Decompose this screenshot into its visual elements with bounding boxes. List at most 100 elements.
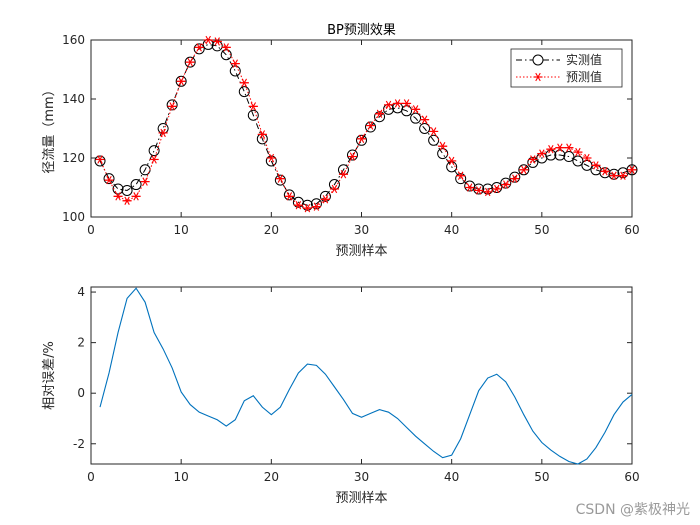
data-point xyxy=(473,183,485,195)
data-point xyxy=(293,201,303,210)
data-point xyxy=(365,121,377,133)
data-point xyxy=(384,100,394,110)
x-tick-label: 30 xyxy=(354,470,369,484)
data-point xyxy=(193,43,205,55)
y-axis-label: 径流量（mm） xyxy=(42,83,57,173)
data-point xyxy=(537,149,547,158)
data-point xyxy=(608,168,620,180)
data-point xyxy=(573,147,583,157)
data-point xyxy=(564,143,574,152)
data-point xyxy=(302,203,312,213)
chart-relative-error: 0 10 20 30 40 50 60 -2 0 2 4 预测样本 相对误差/% xyxy=(42,285,640,506)
x-tick-label: 60 xyxy=(624,223,639,237)
x-tick-label: 50 xyxy=(534,223,549,237)
data-point xyxy=(284,192,294,201)
data-point xyxy=(366,121,376,130)
data-point xyxy=(113,192,123,201)
data-point xyxy=(483,187,493,197)
data-point xyxy=(438,142,448,151)
data-point xyxy=(591,161,601,170)
data-point xyxy=(257,130,267,139)
chart-title: BP预测效果 xyxy=(327,23,396,38)
data-point xyxy=(131,192,141,201)
y-tick-label: 160 xyxy=(62,33,85,47)
legend-box xyxy=(510,48,623,88)
data-point xyxy=(149,155,159,164)
x-tick-label: 10 xyxy=(174,223,189,237)
data-point xyxy=(166,99,178,111)
data-point xyxy=(410,112,422,124)
x-axis-label: 预测样本 xyxy=(335,244,387,259)
data-point xyxy=(518,164,530,176)
data-point xyxy=(185,57,195,67)
data-point xyxy=(230,59,240,68)
data-point xyxy=(175,75,187,87)
x-tick-label: 50 xyxy=(534,470,549,484)
data-point xyxy=(274,174,286,186)
data-point xyxy=(491,182,503,193)
legend-marker xyxy=(533,72,543,82)
data-point xyxy=(456,171,466,180)
data-point xyxy=(239,78,249,87)
data-point xyxy=(265,155,277,167)
data-point xyxy=(429,127,439,136)
data-point xyxy=(572,155,584,167)
data-point xyxy=(509,171,521,183)
data-point xyxy=(411,105,421,114)
legend-label: 预测值 xyxy=(566,69,602,84)
data-point xyxy=(501,180,511,189)
data-point xyxy=(346,149,358,161)
data-point xyxy=(492,184,502,194)
data-point xyxy=(176,77,186,86)
data-point xyxy=(626,164,638,176)
data-point xyxy=(266,153,276,163)
y-tick-label: 2 xyxy=(77,336,85,350)
data-point xyxy=(419,123,431,134)
data-point xyxy=(402,99,412,108)
data-point xyxy=(374,111,386,123)
legend-marker xyxy=(532,54,544,66)
y-tick-label: 4 xyxy=(77,285,85,299)
data-point xyxy=(465,183,475,192)
x-tick-label: 20 xyxy=(264,470,279,484)
chart-prediction: 0 10 20 30 40 50 60 100 120 140 160 预测样本 径流量（mm） BP预测… xyxy=(42,23,640,259)
data-point xyxy=(428,134,440,146)
x-tick-label: 30 xyxy=(354,223,369,237)
data-point xyxy=(94,155,106,167)
data-point xyxy=(338,170,348,179)
series-line-1 xyxy=(99,287,633,465)
data-point xyxy=(121,184,133,196)
data-point xyxy=(140,177,150,186)
data-point xyxy=(221,43,231,52)
x-tick-label: 40 xyxy=(444,223,459,237)
data-point xyxy=(500,177,512,189)
data-point xyxy=(627,165,637,174)
x-tick-label: 40 xyxy=(444,470,459,484)
data-point xyxy=(401,105,413,117)
data-point xyxy=(563,151,575,163)
data-point xyxy=(194,43,204,52)
data-point xyxy=(320,195,330,204)
data-point xyxy=(130,179,142,191)
x-tick-label: 10 xyxy=(174,470,189,484)
data-point xyxy=(329,184,339,194)
data-point xyxy=(420,115,430,124)
data-point xyxy=(167,102,177,111)
data-point xyxy=(229,65,241,77)
watermark: CSDN @紫极神光 xyxy=(576,502,690,518)
data-point xyxy=(283,189,295,201)
data-point xyxy=(103,173,115,185)
y-tick-label: 100 xyxy=(62,210,85,224)
data-point xyxy=(357,134,366,143)
data-point xyxy=(510,174,520,183)
data-point xyxy=(319,190,331,202)
data-point xyxy=(519,165,529,174)
data-point xyxy=(238,86,250,98)
data-point xyxy=(248,102,258,111)
data-point xyxy=(104,175,114,185)
data-point xyxy=(184,56,196,68)
data-point xyxy=(95,155,105,164)
data-point xyxy=(527,156,539,168)
